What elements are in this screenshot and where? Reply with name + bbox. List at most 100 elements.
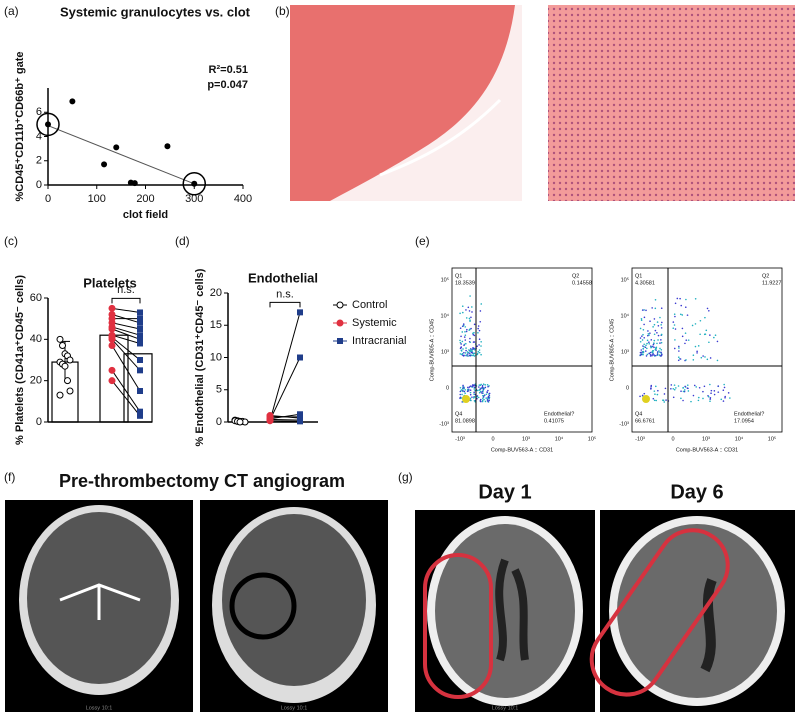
flow-event [658, 350, 660, 352]
flow-event [653, 339, 656, 342]
flow-event [681, 335, 684, 338]
flow-event [648, 334, 650, 336]
flow-event [654, 354, 657, 357]
point [137, 309, 143, 316]
flow-event [677, 359, 680, 362]
flow-event [473, 391, 475, 394]
flow-event [463, 387, 465, 390]
flow-event [690, 400, 692, 403]
flow-event [469, 385, 472, 387]
flow-event [479, 390, 482, 393]
x-axis-label: clot field [123, 209, 168, 221]
flow-event [709, 400, 711, 403]
point [191, 180, 198, 187]
flow-event [487, 389, 489, 392]
legend-label: Intracranial [352, 335, 406, 347]
point [297, 309, 303, 316]
flow-event [645, 309, 647, 312]
flow-event [459, 393, 462, 396]
flow-event [653, 354, 655, 356]
flow-event [647, 332, 650, 335]
flow-event [656, 331, 658, 334]
flow-event [470, 349, 473, 351]
flow-event [477, 325, 480, 327]
annotation: R²=0.51 [209, 64, 248, 76]
flow-event [459, 312, 461, 315]
flow-event [478, 386, 480, 388]
flow-event [487, 396, 489, 399]
point [266, 417, 274, 425]
flow-event [642, 353, 644, 356]
flow-event [722, 389, 725, 392]
flow-event [681, 314, 684, 316]
flow-event [654, 307, 657, 310]
flow-event [483, 394, 486, 396]
flow-event [710, 392, 712, 395]
y-axis-label: Comp-BUV805-A :: CD45 [429, 319, 435, 381]
flow-event [686, 384, 689, 386]
flow-event [477, 327, 479, 330]
flow-event [479, 398, 482, 401]
pair-line [269, 418, 301, 421]
flow-event [473, 334, 476, 337]
flow-event [487, 400, 489, 403]
flow-event [459, 390, 462, 393]
flow-event [466, 388, 469, 391]
flow-event [465, 342, 467, 345]
y-tick-label: 2 [36, 155, 42, 167]
flow-core [462, 395, 470, 403]
flow-event [661, 321, 663, 324]
pair-line [269, 420, 301, 422]
flow-event [481, 399, 484, 402]
point [66, 356, 74, 364]
flow-event [692, 354, 695, 357]
flow-event [466, 390, 469, 393]
y-tick-label: 10 [210, 351, 222, 363]
flow-event [459, 341, 462, 344]
flow-event [661, 353, 663, 356]
flow-event [673, 388, 676, 391]
flow-event [463, 344, 465, 347]
y-tick-label: 40 [30, 333, 42, 345]
y-tick-label: 0 [216, 416, 222, 428]
flow-event [650, 387, 652, 389]
x-tick-label: 0 [45, 193, 51, 205]
flow-event [684, 385, 686, 388]
flow-event [473, 388, 476, 390]
legend-swatch [336, 301, 344, 309]
flow-event [464, 392, 466, 395]
flow-event [460, 350, 463, 352]
flow-event [642, 333, 644, 336]
point [297, 354, 303, 361]
flow-event [639, 340, 642, 343]
flow-event [468, 386, 471, 388]
flow-event [681, 327, 684, 330]
point [113, 144, 120, 151]
flow-event [640, 317, 643, 320]
flow-event [640, 349, 643, 351]
x-tick-label: 0 [491, 436, 494, 442]
flow-event [653, 323, 656, 326]
flow-event [657, 324, 660, 327]
flow-event [469, 397, 472, 400]
flow-event [477, 350, 480, 353]
flow-event [469, 320, 471, 322]
flow-event [660, 324, 662, 326]
flow-event [674, 315, 676, 318]
flow-event [649, 355, 652, 357]
quadrant-value: 66.6761 [635, 418, 655, 424]
fit-line [47, 125, 195, 185]
flow-event [673, 324, 676, 326]
quadrant-value: 11.9227 [762, 280, 781, 286]
flow-event [709, 334, 711, 336]
flow-event [648, 341, 650, 344]
flow-event [723, 386, 726, 389]
x-tick-label: 400 [234, 193, 252, 205]
x-tick-label: 10⁴ [735, 435, 744, 442]
flow-event [657, 334, 660, 337]
legend-swatch [337, 338, 343, 344]
flow-event [464, 326, 467, 328]
flow-event [470, 316, 472, 319]
flow-event [487, 385, 489, 388]
point [137, 367, 143, 374]
